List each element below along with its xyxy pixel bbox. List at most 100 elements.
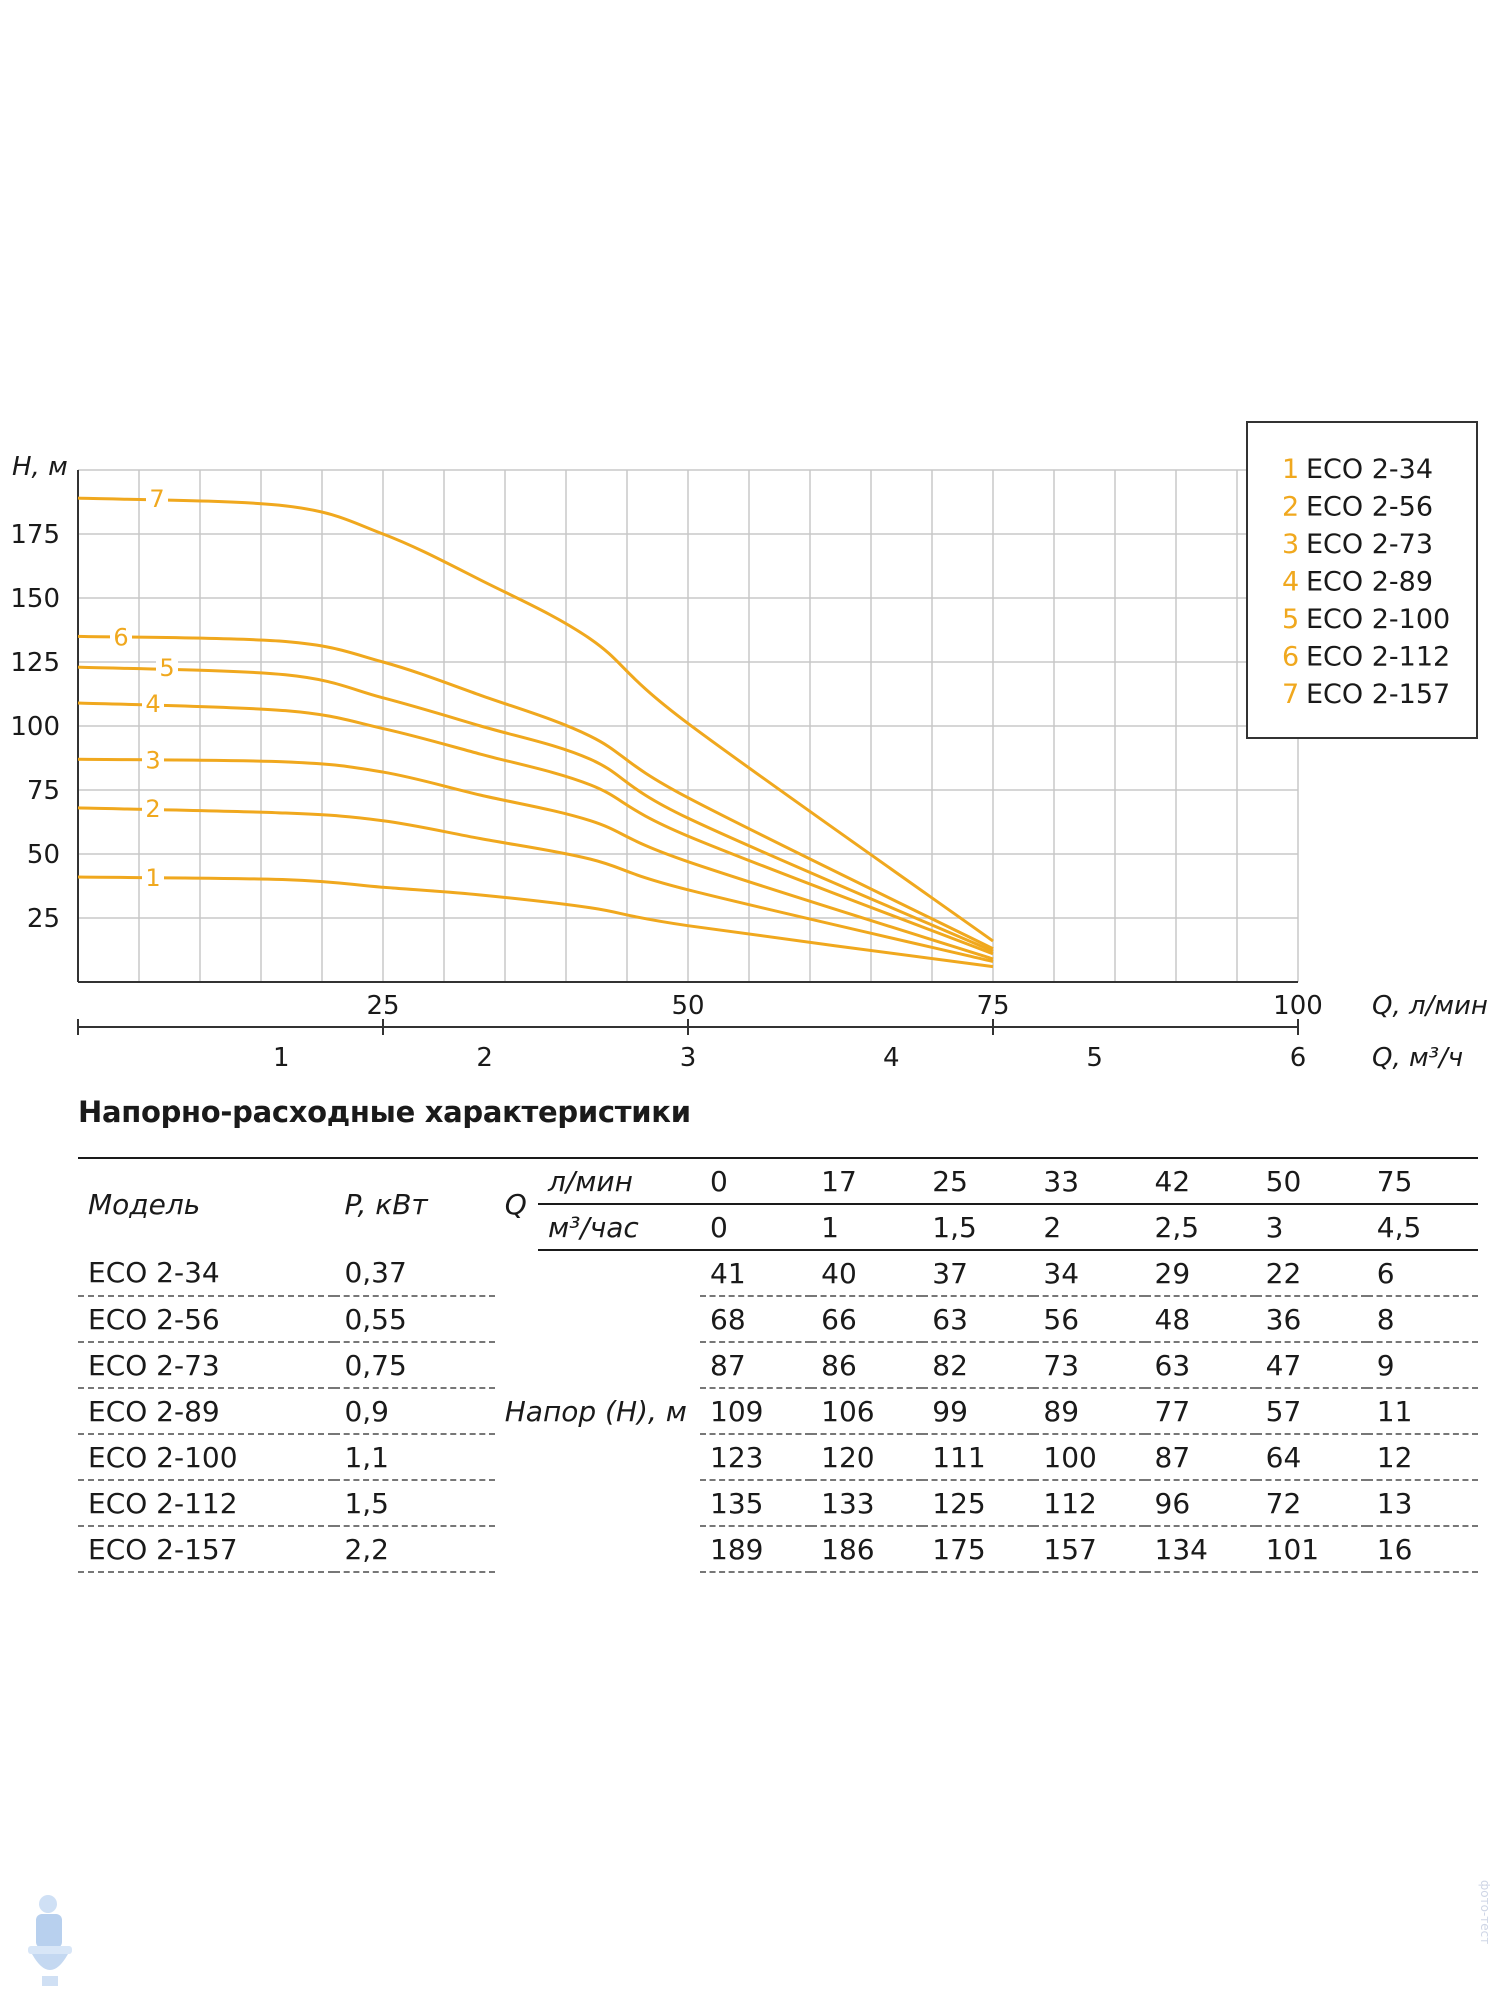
model-cell: ECO 2-73 — [78, 1342, 335, 1389]
power-cell: 0,75 — [334, 1342, 495, 1389]
head-value-cell: 101 — [1255, 1526, 1367, 1573]
table-row: ECO 2-89 0,9 109 106 99 89 77 57 11 — [78, 1388, 1478, 1435]
head-value-cell: 99 — [922, 1388, 1034, 1435]
head-value-cell: 96 — [1144, 1480, 1256, 1527]
legend-entry-name: ECO 2-34 — [1306, 454, 1433, 485]
head-value-cell: 16 — [1366, 1526, 1478, 1573]
head-value-cell: 68 — [700, 1296, 812, 1343]
legend-entry-name: ECO 2-157 — [1306, 679, 1450, 710]
series-line-1 — [77, 875, 994, 969]
head-value-cell: 36 — [1255, 1296, 1367, 1343]
series-label: 1 — [145, 864, 160, 892]
head-value-cell: 6 — [1366, 1250, 1478, 1297]
series-label-bg — [142, 687, 164, 718]
head-value-cell: 29 — [1144, 1250, 1256, 1297]
y-tick-label: 150 — [10, 584, 60, 614]
series-line-2 — [77, 806, 994, 963]
x-tick-label-secondary: 2 — [476, 1043, 493, 1073]
performance-table: Модель P, кВт Q л/мин 0 17 25 33 42 50 7… — [78, 1157, 1478, 1573]
q-lmin-cell: 33 — [1033, 1157, 1145, 1205]
q-lmin-cell: 25 — [922, 1157, 1034, 1205]
head-value-cell: 133 — [811, 1480, 923, 1527]
power-cell: 1,5 — [334, 1480, 495, 1527]
series-label: 3 — [145, 746, 160, 774]
q-m3h-cell: 1,5 — [922, 1204, 1034, 1251]
x-axis-label: Q, л/мин — [1372, 991, 1488, 1021]
q-m3h-cell: 2 — [1033, 1204, 1145, 1251]
head-value-cell: 57 — [1255, 1388, 1367, 1435]
legend-entry-name: ECO 2-112 — [1306, 642, 1450, 673]
head-value-cell: 89 — [1033, 1388, 1145, 1435]
head-value-cell: 73 — [1033, 1342, 1145, 1389]
q-lmin-cell: 17 — [811, 1157, 923, 1205]
q-lmin-cell: 42 — [1144, 1157, 1256, 1205]
legend-box — [1246, 421, 1478, 739]
chart-curves: 1 2 3 4 5 6 7 — [77, 483, 994, 969]
power-cell: 2,2 — [334, 1526, 495, 1573]
head-value-cell: 135 — [700, 1480, 812, 1527]
head-value-cell: 64 — [1255, 1434, 1367, 1481]
unit-lmin: л/мин — [537, 1157, 701, 1205]
head-value-cell: 186 — [811, 1526, 923, 1573]
head-value-cell: 8 — [1366, 1296, 1478, 1343]
x-tick-label-secondary: 6 — [1290, 1043, 1307, 1073]
legend-entry-number: 4 — [1282, 567, 1299, 598]
series-line-4 — [77, 701, 994, 956]
y-tick-label: 50 — [27, 840, 60, 870]
series-line-6 — [77, 634, 994, 951]
y-tick-label: 75 — [27, 776, 60, 806]
head-value-cell: 66 — [811, 1296, 923, 1343]
side-watermark: фото-тест — [1478, 1880, 1492, 1945]
col-q-header: Q — [494, 1157, 538, 1250]
head-value-cell: 22 — [1255, 1250, 1367, 1297]
series-label-bg — [146, 483, 168, 514]
series-label-bg — [142, 792, 164, 823]
legend-entry-number: 2 — [1282, 492, 1299, 523]
series-label-bg — [110, 621, 132, 652]
legend-entry-number: 1 — [1282, 454, 1299, 485]
head-value-cell: 120 — [811, 1434, 923, 1481]
model-cell: ECO 2-34 — [78, 1250, 335, 1297]
head-value-cell: 11 — [1366, 1388, 1478, 1435]
head-value-cell: 63 — [922, 1296, 1034, 1343]
model-cell: ECO 2-56 — [78, 1296, 335, 1343]
legend-entry-name: ECO 2-56 — [1306, 492, 1433, 523]
legend-entry-number: 6 — [1282, 642, 1299, 673]
head-value-cell: 157 — [1033, 1526, 1145, 1573]
x-tick-label: 50 — [671, 991, 704, 1021]
series-label: 2 — [145, 795, 160, 823]
head-value-cell: 77 — [1144, 1388, 1256, 1435]
head-value-cell: 56 — [1033, 1296, 1145, 1343]
x-tick-label-secondary: 4 — [883, 1043, 900, 1073]
head-value-cell: 34 — [1033, 1250, 1145, 1297]
power-cell: 0,9 — [334, 1388, 495, 1435]
y-axis-label: H, м — [12, 452, 68, 482]
head-value-cell: 13 — [1366, 1480, 1478, 1527]
legend-entry-number: 5 — [1282, 604, 1299, 635]
legend-entry-number: 7 — [1282, 679, 1299, 710]
x-axis-label-secondary: Q, м³/ч — [1372, 1043, 1463, 1073]
series-label-bg — [156, 652, 178, 683]
head-value-cell: 123 — [700, 1434, 812, 1481]
table-row: ECO 2-157 2,2 189 186 175 157 134 101 16 — [78, 1526, 1478, 1573]
q-lmin-cell: 50 — [1255, 1157, 1367, 1205]
x-tick-label: 25 — [366, 991, 399, 1021]
series-line-5 — [77, 665, 994, 953]
y-tick-label: 100 — [10, 712, 60, 742]
model-cell: ECO 2-112 — [78, 1480, 335, 1527]
col-model-header: Модель — [78, 1157, 335, 1250]
x-tick-label-secondary: 5 — [1086, 1043, 1103, 1073]
table-row: ECO 2-56 0,55 68 66 63 56 48 36 8 — [78, 1296, 1478, 1343]
legend-entry-number: 3 — [1282, 529, 1299, 560]
table-row: ECO 2-73 0,75 87 86 82 73 63 47 9 — [78, 1342, 1478, 1389]
series-label-bg — [142, 744, 164, 775]
q-m3h-cell: 1 — [811, 1204, 923, 1251]
series-label: 4 — [145, 690, 160, 718]
legend-entry-name: ECO 2-100 — [1306, 604, 1450, 635]
head-value-cell: 106 — [811, 1388, 923, 1435]
head-value-cell: 40 — [811, 1250, 923, 1297]
x-tick-label: 75 — [976, 991, 1009, 1021]
q-m3h-cell: 4,5 — [1366, 1204, 1478, 1251]
head-value-cell: 12 — [1366, 1434, 1478, 1481]
